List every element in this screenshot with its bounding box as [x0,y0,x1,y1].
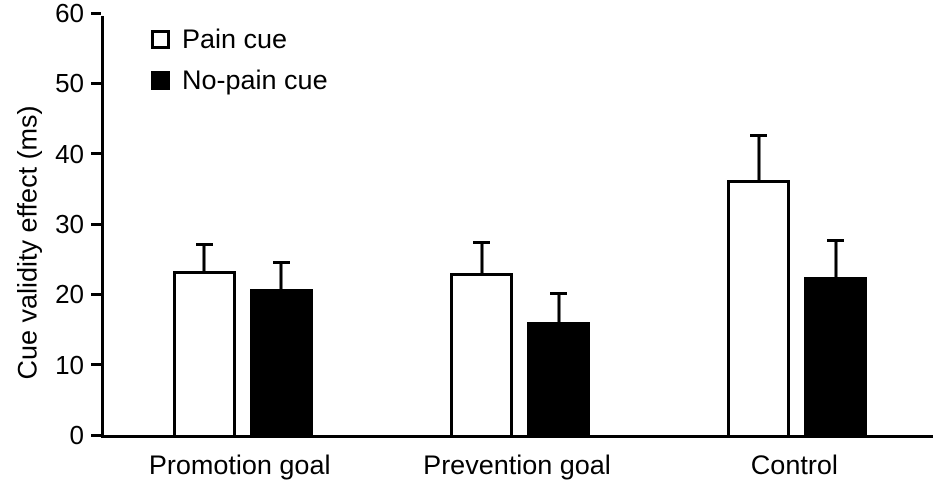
y-tick-mark [91,222,101,226]
legend-label-no-pain-cue: No-pain cue [182,65,328,95]
pain-cue-swatch-icon [151,30,170,49]
legend-item-pain-cue: Pain cue [151,26,328,53]
bar-no-pain-cue [804,276,868,435]
error-bar [550,292,567,323]
y-tick-10: 10 [44,350,101,380]
bar-no-pain-cue [527,322,590,435]
bar-pain-cue [727,179,791,435]
y-tick-mark [91,292,101,296]
y-tick-label: 20 [55,279,84,310]
no-pain-cue-swatch-icon [151,71,170,90]
error-bar [750,134,768,180]
y-tick-60: 60 [44,0,101,28]
y-tick-mark [91,433,101,437]
bar-wrap [172,243,236,435]
bar-group-0 [166,243,320,435]
error-bar-stem [279,264,283,289]
error-bar-stem [757,137,761,180]
y-tick-mark [91,152,101,156]
error-bar [195,243,213,272]
bar-wrap [527,292,590,435]
x-label-2: Control [750,450,838,480]
bar-wrap [804,238,868,435]
error-bar-stem [557,295,560,323]
error-bar-stem [480,243,483,274]
y-tick-label: 60 [55,0,84,28]
y-tick-mark [91,81,101,85]
bar-wrap [450,240,513,435]
bar-pain-cue [172,271,236,435]
error-bar-stem [834,241,838,277]
x-axis-labels: Promotion goal Prevention goal Control [101,450,933,486]
legend-label-pain-cue: Pain cue [182,24,288,54]
y-tick-label: 0 [69,420,84,450]
error-bar [473,240,490,274]
plot-area: 0 10 20 30 40 50 60 Pain cue No-pain cue [55,0,933,448]
y-tick-mark [91,363,101,367]
bar-group-2 [720,134,874,435]
error-bar [827,238,845,277]
bar-no-pain-cue [249,288,313,435]
error-bar [272,261,290,289]
x-label-0: Promotion goal [148,450,331,480]
y-tick-label: 50 [55,68,84,99]
bar-wrap [727,134,791,435]
y-tick-label: 30 [55,209,84,239]
legend-item-no-pain-cue: No-pain cue [151,67,328,94]
y-tick-label: 40 [55,138,84,169]
y-tick-20: 20 [44,279,101,309]
y-tick-label: 10 [55,349,84,380]
x-label-1: Prevention goal [423,450,611,480]
bar-pain-cue [450,273,513,435]
y-tick-30: 30 [44,209,101,239]
y-tick-40: 40 [44,139,101,169]
y-tick-0: 0 [44,420,101,450]
y-tick-mark [91,11,101,15]
y-axis-title: Cue validity effect (ms) [12,105,43,380]
legend: Pain cue No-pain cue [151,26,328,94]
bar-group-1 [443,240,597,435]
y-tick-50: 50 [44,68,101,98]
error-bar-stem [202,246,206,272]
bar-wrap [249,261,313,435]
